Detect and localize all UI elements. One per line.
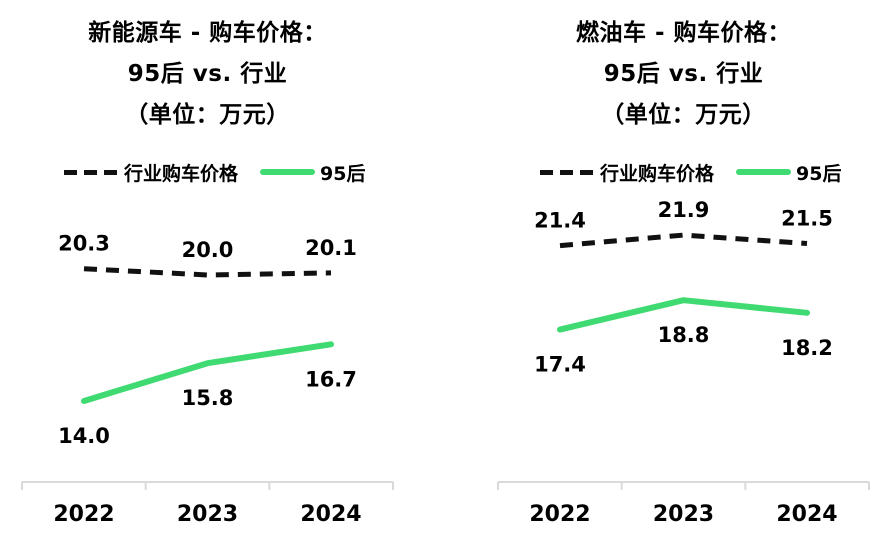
chart-title-unit: （单位：万元）: [601, 102, 766, 128]
chart-title-line1: 新能源车 - 购车价格：: [88, 20, 327, 46]
chart-title-line2: 95后 vs. 行业: [603, 61, 764, 87]
x-axis-label-2022: 2022: [53, 502, 114, 527]
chart-nev-purchase-price: 新能源车 - 购车价格： 95后 vs. 行业 （单位：万元） 行业购车价格 9…: [0, 0, 415, 543]
series-line-gen95: [557, 297, 810, 333]
plot-area-nev: 2022 2023 2024 20.3 20.0 20.1 14.0 15.8 16.7: [21, 232, 394, 527]
legend-solid-line-swatch: [260, 169, 316, 175]
chart-title: 新能源车 - 购车价格： 95后 vs. 行业 （单位：万元）: [0, 13, 415, 136]
legend: 行业购车价格 95后: [540, 161, 842, 185]
x-axis-label-2024: 2024: [776, 502, 837, 527]
legend: 行业购车价格 95后: [64, 161, 366, 185]
data-label-gen95-2023: 15.8: [182, 386, 234, 410]
legend-gen95-label: 95后: [796, 162, 842, 185]
data-label-gen95-2022: 17.4: [534, 353, 586, 377]
legend-solid-line-swatch: [736, 169, 792, 175]
chart-title-line2: 95后 vs. 行业: [127, 61, 288, 87]
chart-fuel-purchase-price: 燃油车 - 购车价格： 95后 vs. 行业 （单位：万元） 行业购车价格 95…: [476, 0, 889, 543]
data-label-gen95-2024: 18.2: [781, 336, 833, 360]
data-label-gen95-2024: 16.7: [305, 367, 357, 391]
data-label-industry-2023: 21.9: [658, 198, 710, 222]
x-axis-label-2023: 2023: [653, 502, 714, 527]
x-axis-label-2022: 2022: [529, 502, 590, 527]
data-label-gen95-2022: 14.0: [58, 424, 110, 448]
chart-title-line1: 燃油车 - 购车价格：: [575, 20, 792, 46]
plot-area-fuel: 2022 2023 2024 21.4 21.9 21.5 17.4 18.8 18.2: [497, 198, 870, 527]
legend-dashed-line-swatch: [540, 169, 593, 175]
chart-title-unit: （单位：万元）: [125, 102, 290, 128]
data-label-industry-2023: 20.0: [182, 238, 234, 262]
legend-industry-label: 行业购车价格: [124, 162, 239, 185]
data-label-industry-2024: 21.5: [781, 207, 833, 231]
data-label-industry-2024: 20.1: [305, 236, 357, 260]
series-line-industry: [83, 266, 332, 278]
legend-industry-label: 行业购车价格: [600, 162, 715, 185]
series-line-industry: [559, 232, 808, 249]
data-label-industry-2022: 21.4: [534, 209, 586, 233]
legend-gen95-label: 95后: [320, 162, 366, 185]
legend-dashed-line-swatch: [64, 169, 117, 175]
chart-title: 燃油车 - 购车价格： 95后 vs. 行业 （单位：万元）: [476, 13, 889, 136]
x-axis-label-2023: 2023: [177, 502, 238, 527]
data-label-industry-2022: 20.3: [58, 232, 110, 256]
data-label-gen95-2023: 18.8: [658, 323, 710, 347]
series-line-gen95: [81, 341, 334, 404]
x-axis-label-2024: 2024: [300, 502, 361, 527]
